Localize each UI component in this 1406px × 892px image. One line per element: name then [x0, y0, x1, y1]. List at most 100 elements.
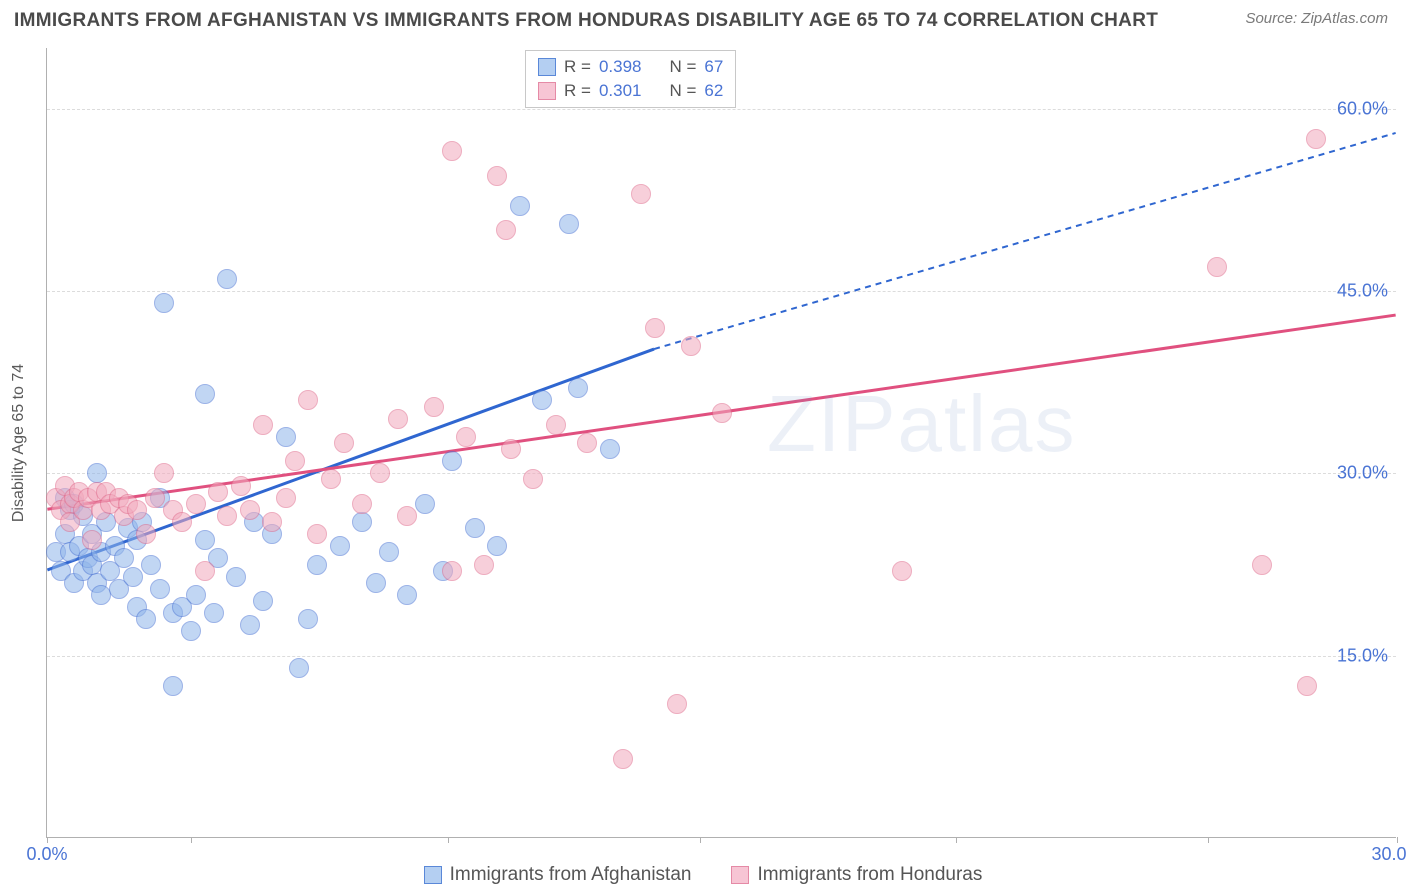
data-point [487, 166, 507, 186]
data-point [91, 585, 111, 605]
data-point [195, 530, 215, 550]
data-point [163, 676, 183, 696]
data-point [240, 615, 260, 635]
x-tick-mark [191, 837, 192, 843]
data-point [141, 555, 161, 575]
legend-label: Immigrants from Honduras [757, 864, 982, 886]
data-point [667, 694, 687, 714]
x-tick-mark [700, 837, 701, 843]
data-point [145, 488, 165, 508]
y-tick-label: 30.0% [1337, 463, 1388, 484]
n-label: N = [669, 81, 696, 101]
data-point [474, 555, 494, 575]
data-point [307, 524, 327, 544]
data-point [217, 506, 237, 526]
data-point [154, 463, 174, 483]
x-tick-mark [1397, 837, 1398, 843]
x-tick-mark [956, 837, 957, 843]
data-point [82, 530, 102, 550]
data-point [276, 427, 296, 447]
legend-swatch [538, 58, 556, 76]
watermark: ZIPatlas [767, 378, 1076, 470]
data-point [204, 603, 224, 623]
data-point [321, 469, 341, 489]
stats-legend: R = 0.398N = 67R = 0.301 N = 62 [525, 50, 736, 108]
legend-item: Immigrants from Afghanistan [424, 864, 692, 886]
data-point [442, 141, 462, 161]
data-point [600, 439, 620, 459]
data-point [487, 536, 507, 556]
data-point [240, 500, 260, 520]
data-point [397, 585, 417, 605]
data-point [1252, 555, 1272, 575]
data-point [510, 196, 530, 216]
data-point [253, 591, 273, 611]
data-point [442, 451, 462, 471]
legend-item: Immigrants from Honduras [731, 864, 982, 886]
data-point [370, 463, 390, 483]
data-point [154, 293, 174, 313]
data-point [87, 463, 107, 483]
chart-source: Source: ZipAtlas.com [1245, 10, 1388, 27]
data-point [136, 609, 156, 629]
r-value: 0.398 [599, 57, 642, 77]
data-point [186, 494, 206, 514]
data-point [496, 220, 516, 240]
data-point [276, 488, 296, 508]
r-label: R = [564, 57, 591, 77]
gridline [47, 656, 1396, 657]
gridline [47, 109, 1396, 110]
data-point [334, 433, 354, 453]
data-point [186, 585, 206, 605]
x-tick-label: 30.0% [1371, 844, 1406, 865]
x-tick-mark [1208, 837, 1209, 843]
y-tick-label: 45.0% [1337, 281, 1388, 302]
data-point [546, 415, 566, 435]
data-point [298, 390, 318, 410]
data-point [442, 561, 462, 581]
data-point [330, 536, 350, 556]
data-point [568, 378, 588, 398]
data-point [532, 390, 552, 410]
legend-swatch [538, 82, 556, 100]
data-point [307, 555, 327, 575]
data-point [195, 384, 215, 404]
data-point [1207, 257, 1227, 277]
data-point [465, 518, 485, 538]
chart-plot-area: Disability Age 65 to 74 15.0%30.0%45.0%6… [46, 48, 1396, 838]
y-tick-label: 60.0% [1337, 98, 1388, 119]
data-point [892, 561, 912, 581]
n-value: 62 [704, 81, 723, 101]
data-point [172, 512, 192, 532]
data-point [217, 269, 237, 289]
data-point [1297, 676, 1317, 696]
data-point [136, 524, 156, 544]
data-point [298, 609, 318, 629]
n-value: 67 [704, 57, 723, 77]
data-point [388, 409, 408, 429]
data-point [181, 621, 201, 641]
data-point [613, 749, 633, 769]
gridline [47, 291, 1396, 292]
r-value: 0.301 [599, 81, 642, 101]
r-label: R = [564, 81, 591, 101]
data-point [285, 451, 305, 471]
legend-row: R = 0.398N = 67 [538, 55, 723, 79]
chart-title: IMMIGRANTS FROM AFGHANISTAN VS IMMIGRANT… [14, 10, 1158, 32]
data-point [397, 506, 417, 526]
data-point [379, 542, 399, 562]
data-point [262, 512, 282, 532]
data-point [127, 500, 147, 520]
data-point [231, 476, 251, 496]
y-tick-label: 15.0% [1337, 645, 1388, 666]
data-point [456, 427, 476, 447]
data-point [577, 433, 597, 453]
data-point [352, 494, 372, 514]
data-point [226, 567, 246, 587]
legend-row: R = 0.301 N = 62 [538, 79, 723, 103]
data-point [289, 658, 309, 678]
data-point [631, 184, 651, 204]
data-point [352, 512, 372, 532]
data-point [523, 469, 543, 489]
series-legend: Immigrants from Afghanistan Immigrants fr… [0, 864, 1406, 886]
